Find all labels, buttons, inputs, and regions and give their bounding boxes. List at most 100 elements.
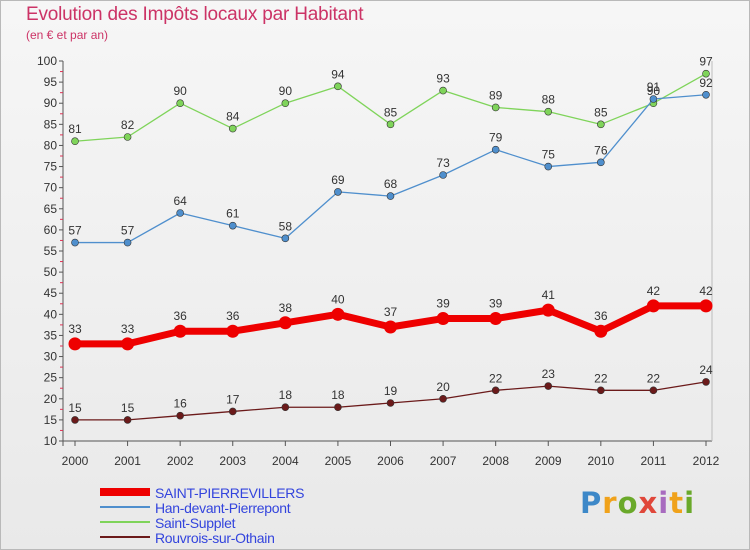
x-tick-label: 2002 (167, 454, 194, 468)
x-tick-label: 2004 (272, 454, 299, 468)
data-label: 76 (594, 143, 608, 157)
data-point (334, 403, 342, 412)
data-label: 16 (173, 397, 187, 411)
data-point (281, 234, 290, 243)
data-label: 58 (279, 219, 293, 233)
data-point (702, 69, 710, 78)
data-point (386, 192, 395, 200)
x-tick-label: 2008 (482, 454, 509, 468)
x-tick-label: 2006 (377, 454, 404, 468)
logo-letter: i (658, 486, 670, 520)
data-label: 73 (436, 156, 450, 170)
data-point (176, 411, 184, 420)
y-tick-label: 40 (44, 307, 58, 321)
data-point (436, 312, 450, 326)
data-label: 40 (331, 292, 345, 306)
y-tick-label: 30 (44, 350, 58, 364)
data-point (649, 386, 658, 395)
x-tick-label: 2007 (430, 454, 457, 468)
data-point (176, 99, 184, 108)
data-label: 41 (542, 288, 556, 302)
data-label: 90 (647, 84, 661, 98)
y-tick-label: 95 (44, 75, 58, 89)
data-label: 90 (173, 84, 187, 98)
data-label: 42 (699, 284, 713, 298)
data-point (228, 221, 237, 230)
data-label: 15 (68, 401, 82, 415)
data-label: 79 (489, 131, 503, 145)
y-tick-label: 25 (44, 371, 58, 385)
data-point (123, 238, 132, 247)
data-point (386, 399, 395, 407)
x-tick-label: 2001 (114, 454, 141, 468)
data-point (278, 316, 292, 330)
data-label: 81 (68, 122, 82, 136)
logo-letter: P (580, 486, 603, 520)
logo-letter: r (602, 486, 618, 520)
data-label: 37 (384, 305, 398, 319)
y-tick-label: 45 (44, 286, 58, 300)
data-point (544, 382, 553, 390)
data-label: 39 (436, 297, 450, 311)
data-point (594, 324, 608, 338)
logo-letter: i (684, 486, 696, 520)
data-point (646, 299, 660, 313)
legend-swatch (100, 536, 150, 538)
chart-title: Evolution des Impôts locaux par Habitant (26, 4, 364, 25)
y-tick-label: 55 (44, 244, 58, 258)
x-tick-label: 2000 (62, 454, 89, 468)
y-tick-label: 100 (37, 54, 57, 68)
data-point (649, 95, 658, 103)
legend-label: Saint-Supplet (155, 515, 236, 531)
data-point (71, 238, 79, 247)
y-tick-label: 70 (44, 181, 58, 195)
data-point (489, 312, 503, 326)
x-tick-label: 2009 (535, 454, 562, 468)
data-point (544, 162, 553, 171)
data-point (68, 337, 82, 351)
data-point (702, 378, 710, 386)
data-point (439, 171, 447, 179)
data-point (176, 209, 184, 217)
data-label: 90 (279, 84, 293, 98)
data-label: 18 (279, 388, 293, 402)
data-label: 38 (279, 301, 293, 315)
x-tick-label: 2005 (325, 454, 352, 468)
legend-label: SAINT-PIERREVILLERS (155, 485, 305, 501)
data-point (228, 124, 237, 133)
data-point (331, 307, 345, 321)
data-label: 33 (121, 322, 135, 336)
data-label: 85 (384, 105, 398, 119)
data-label: 15 (121, 401, 135, 415)
data-point (281, 403, 290, 412)
data-label: 68 (384, 177, 398, 191)
data-label: 97 (699, 55, 713, 69)
data-point (228, 407, 237, 416)
data-label: 22 (594, 371, 608, 385)
data-label: 39 (489, 297, 503, 311)
y-tick-label: 20 (44, 392, 58, 406)
data-point (541, 303, 555, 317)
data-label: 24 (699, 363, 713, 377)
data-label: 61 (226, 207, 240, 221)
legend-swatch (100, 521, 150, 523)
data-label: 57 (121, 224, 135, 238)
data-point (334, 82, 342, 91)
data-point (439, 86, 447, 95)
legend-swatch (100, 506, 150, 508)
legend-label: Han-devant-Pierrepont (155, 500, 291, 516)
y-tick-label: 80 (44, 138, 58, 152)
legend-swatch (100, 488, 150, 496)
y-tick-label: 75 (44, 160, 58, 174)
data-label: 20 (436, 380, 450, 394)
data-label: 18 (331, 388, 345, 402)
logo-letter: t (669, 486, 685, 520)
data-point (386, 120, 395, 129)
y-tick-label: 35 (44, 328, 58, 342)
data-point (702, 90, 710, 99)
y-tick-label: 65 (44, 202, 58, 216)
data-label: 22 (489, 371, 503, 385)
y-tick-label: 10 (44, 434, 58, 448)
legend-label: Rouvrois-sur-Othain (155, 530, 275, 546)
